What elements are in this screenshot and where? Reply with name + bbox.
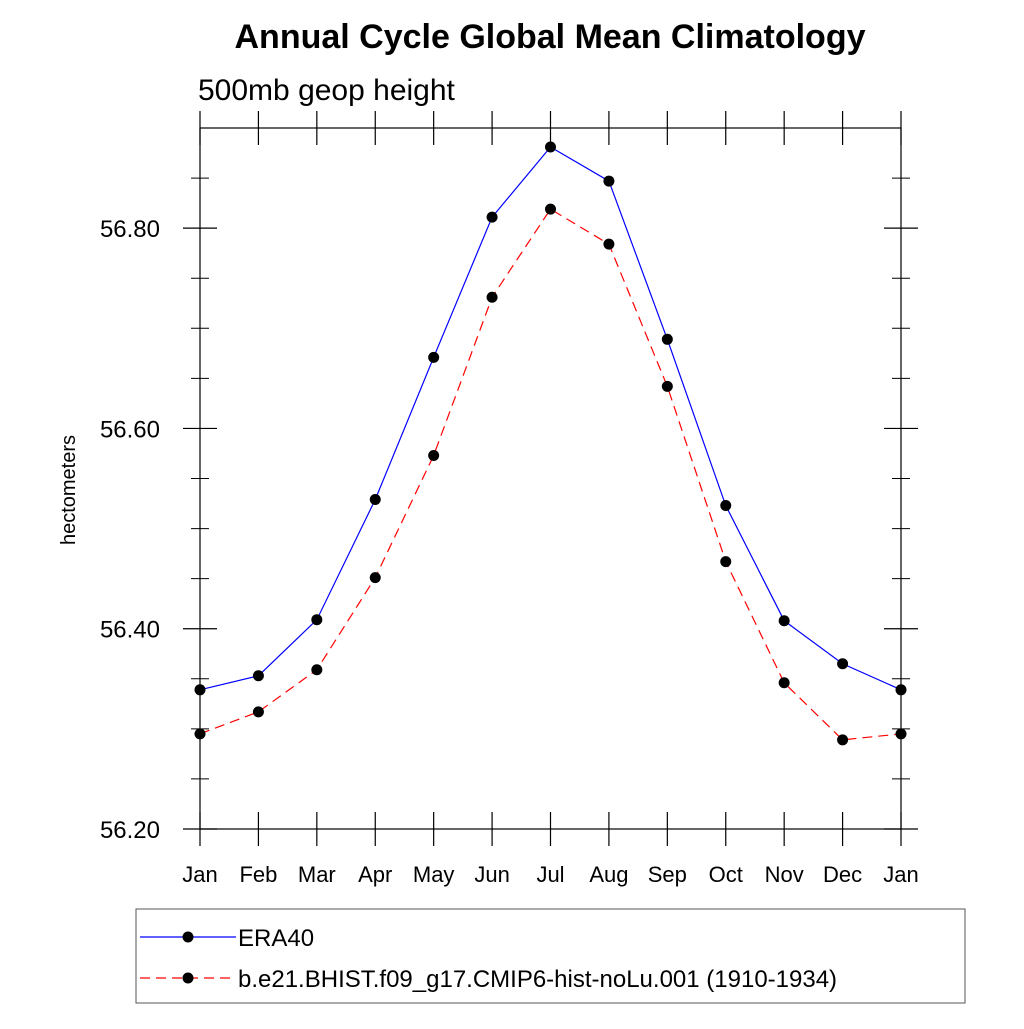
series-1-point [194,684,206,696]
series-2-point [720,556,732,568]
legend-label-2: b.e21.BHIST.f09_g17.CMIP6-hist-noLu.001 … [238,966,837,993]
series-1-point [837,658,849,670]
x-tick-label: May [413,862,455,887]
x-tick-label: Jun [474,862,509,887]
series-2-point [778,677,790,689]
y-tick-labels: 56.20 56.40 56.60 56.80 [100,216,160,844]
y-tick-label: 56.20 [100,817,160,844]
legend-marker-2 [182,972,194,984]
x-tick-label: Apr [358,862,392,887]
plot-frame [199,127,902,830]
y-tick-label: 56.80 [100,216,160,243]
x-tick-labels: Jan Feb Mar Apr May Jun Jul Aug Sep Oct Nov Dec Jan [182,862,918,887]
y-axis-label: hectometers [58,435,80,545]
series-2-point [252,706,264,718]
series-1-point [252,670,264,682]
y-tick-label: 56.60 [100,416,160,443]
series-layer [194,141,907,746]
x-tick-label: Feb [239,862,277,887]
series-2-point [486,291,498,303]
series-2-point [194,728,206,740]
legend-marker-1 [182,931,194,943]
series-1-point [895,684,907,696]
x-tick-label: Nov [765,862,804,887]
chart-title: Annual Cycle Global Mean Climatology [235,18,866,56]
x-tick-label: Jan [883,862,918,887]
series-2-point [428,449,440,461]
x-tick-label: Oct [709,862,743,887]
legend-box [135,908,966,1004]
series-1-point [311,614,323,626]
series-1-point [545,141,556,153]
x-tick-label: Sep [648,862,687,887]
x-tick-label: Aug [589,862,628,887]
series-2-point [895,728,907,740]
series-1-point [428,351,440,363]
chart-subtitle: 500mb geop height [198,74,456,107]
series-line-1 [199,146,902,691]
series-1-point [369,494,381,506]
series-2-point [603,238,615,250]
series-1-point [720,500,732,512]
series-line-2 [199,208,902,741]
series-1-point [778,615,790,627]
series-2-point [545,203,556,215]
axis-ticks [183,111,918,846]
x-tick-label: Jan [182,862,217,887]
x-tick-label: Jul [536,862,564,887]
series-2-point [311,664,323,676]
x-tick-label: Mar [298,862,336,887]
series-2-point [837,734,849,746]
legend: ERA40 b.e21.BHIST.f09_g17.CMIP6-hist-noLu… [140,925,837,993]
y-tick-label: 56.40 [100,617,160,644]
series-2-point [369,572,381,584]
series-1-point [486,211,498,223]
legend-label-1: ERA40 [238,925,314,952]
series-2-point [661,380,673,392]
series-1-point [603,175,615,187]
series-1-point [661,333,673,345]
x-tick-label: Dec [823,862,862,887]
